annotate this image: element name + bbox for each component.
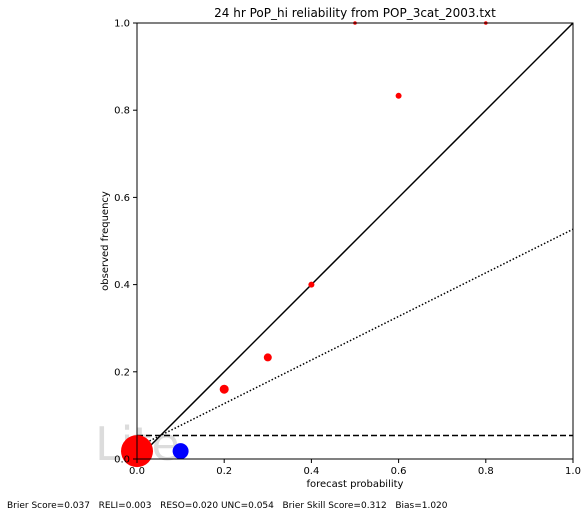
y-axis-label: observed frequency (100, 191, 111, 291)
x-axis-label: forecast probability (307, 479, 404, 490)
data-point (172, 443, 189, 460)
no-skill-line (136, 228, 574, 448)
x-tick-label: 0.8 (478, 466, 494, 477)
y-axis-ticks: 0.0 0.2 0.4 0.6 0.8 1.0 (114, 19, 137, 466)
y-tick-label: 0.6 (114, 193, 130, 204)
score-summary: Brier Score=0.037 RELI=0.003 RESO=0.020 … (7, 501, 448, 511)
y-tick-label: 1.0 (114, 19, 130, 30)
x-tick-label: 0.0 (129, 466, 145, 477)
data-point (219, 384, 229, 394)
reference-lines (136, 22, 574, 460)
x-tick-label: 0.4 (303, 466, 319, 477)
plot-frame (136, 22, 574, 460)
x-tick-label: 0.2 (216, 466, 232, 477)
data-point (308, 281, 315, 288)
y-tick-label: 0.8 (114, 106, 130, 117)
chart-title: 24 hr PoP_hi reliability from POP_3cat_2… (214, 6, 496, 20)
data-points (121, 21, 488, 468)
y-tick-label: 0.2 (114, 367, 130, 378)
y-tick-label: 0.0 (114, 455, 130, 466)
x-tick-label: 0.6 (391, 466, 407, 477)
data-point (395, 92, 402, 99)
x-axis-ticks: 0.0 0.2 0.4 0.6 0.8 1.0 (129, 459, 581, 477)
data-point (263, 353, 272, 362)
y-tick-label: 0.4 (114, 280, 130, 291)
perfect-reliability-line (136, 22, 574, 460)
x-tick-label: 1.0 (565, 466, 581, 477)
